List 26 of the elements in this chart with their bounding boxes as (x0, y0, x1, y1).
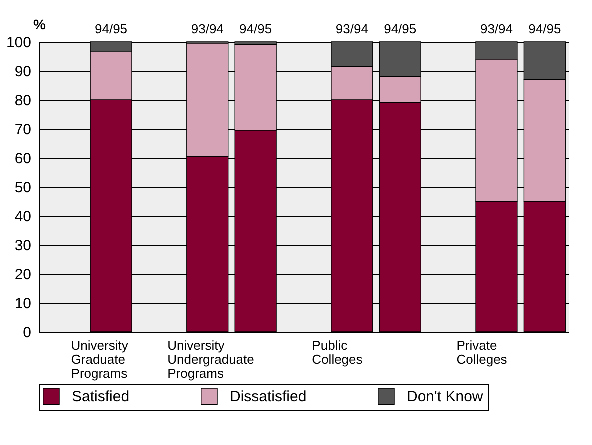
x-tick-label: 94/95 (384, 22, 417, 36)
text: Private Colleges (456, 338, 508, 367)
y-tick-label: 70 (14, 122, 32, 138)
y-axis-title: % (34, 16, 46, 32)
x-tick-label: 94/95 (95, 22, 128, 36)
y-tick-label: 10 (14, 296, 32, 312)
x-tick-label: 93/94 (191, 22, 224, 36)
y-tick-label: 0 (23, 324, 32, 342)
y-tick-label: 90 (14, 64, 32, 80)
legend-label: Don't Know (407, 388, 484, 406)
x-tick-label: 93/94 (480, 22, 513, 36)
x-tick-label: 94/95 (240, 22, 272, 36)
x-tick-label: 93/94 (336, 22, 368, 36)
text: University Undergraduate Programs (168, 338, 254, 381)
y-tick-label: 40 (14, 208, 32, 226)
text: Public Colleges (312, 338, 364, 367)
legend-label: Satisfied (72, 388, 130, 406)
legend-label: Dissatisfied (230, 388, 307, 406)
y-tick-label: 50 (14, 180, 32, 196)
y-tick-label: 80 (14, 92, 32, 110)
x-tick-label: 94/95 (528, 22, 562, 36)
text: University Graduate Programs (71, 338, 129, 381)
y-tick-label: 60 (14, 150, 32, 168)
y-tick-label: 20 (14, 266, 32, 284)
y-tick-label: 30 (14, 238, 32, 254)
y-tick-label: 100 (6, 34, 32, 52)
